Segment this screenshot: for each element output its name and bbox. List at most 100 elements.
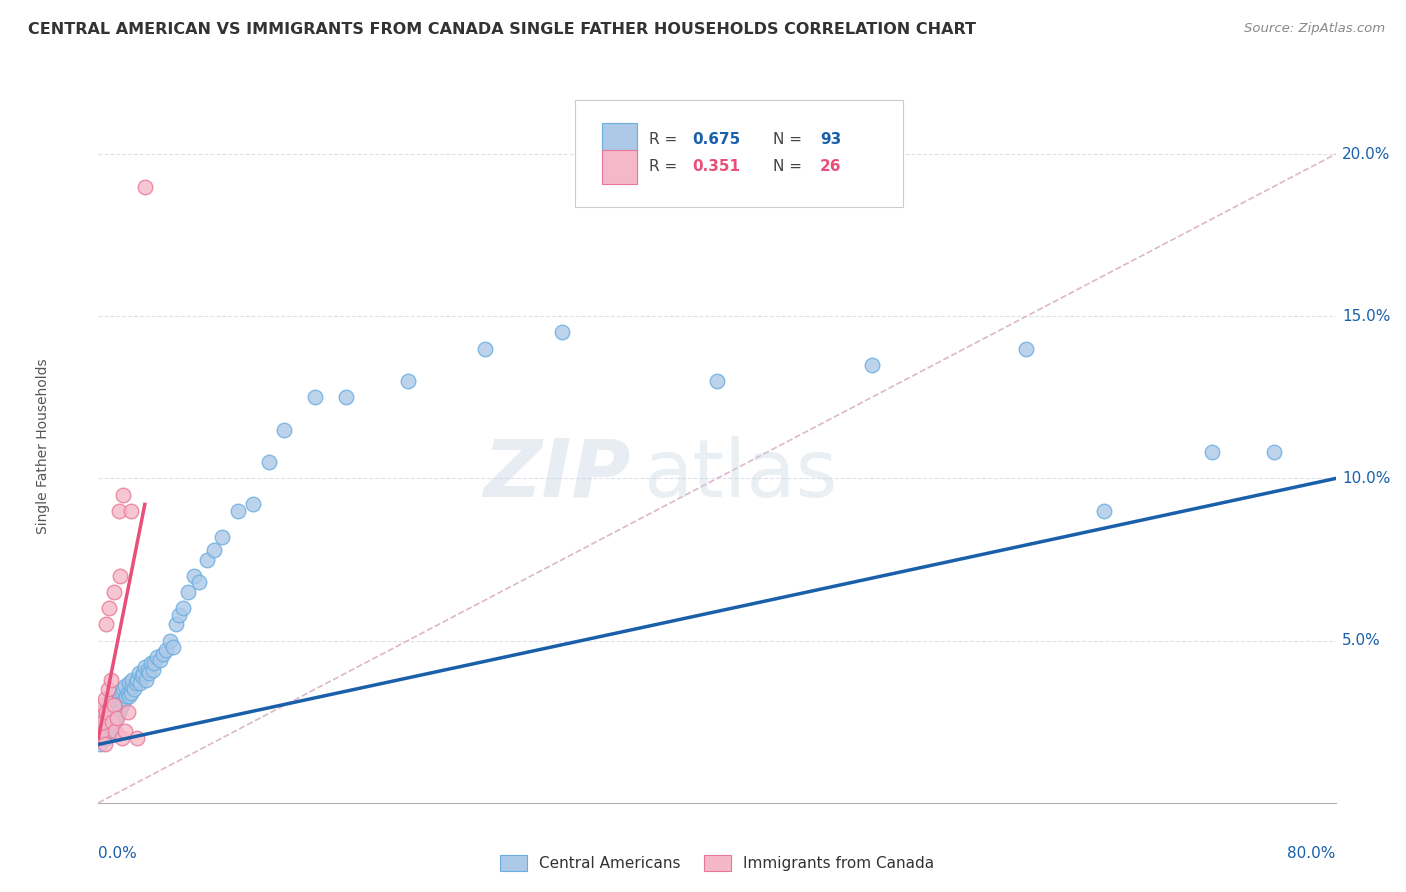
Point (134, 659, 156, 673)
Point (129, 675, 152, 690)
Text: atlas: atlas (643, 435, 837, 514)
Point (98, 601, 121, 615)
Point (127, 731, 149, 745)
Point (101, 705, 124, 719)
Text: 5.0%: 5.0% (1341, 633, 1381, 648)
Point (551, 326, 574, 340)
Point (1092, 504, 1115, 518)
Point (134, 179, 156, 194)
Point (141, 663, 165, 677)
Point (96, 705, 118, 719)
Point (91, 698, 114, 713)
Point (91, 714, 114, 729)
Point (93, 738, 115, 752)
Point (98, 724, 121, 739)
Point (117, 685, 139, 699)
Point (101, 718, 124, 732)
Point (136, 663, 159, 677)
Point (112, 488, 135, 502)
Point (100, 708, 122, 723)
Point (103, 698, 125, 713)
Point (104, 698, 127, 713)
Point (188, 575, 211, 590)
Text: N =: N = (773, 160, 807, 175)
Point (103, 702, 125, 716)
Point (335, 390, 357, 404)
Point (226, 504, 249, 518)
Point (89, 731, 111, 745)
Point (91, 721, 114, 735)
Text: 93: 93 (820, 132, 841, 147)
Point (149, 653, 172, 667)
Point (121, 679, 143, 693)
Point (97, 698, 120, 713)
Text: 10.0%: 10.0% (1341, 471, 1391, 486)
Point (111, 685, 132, 699)
Point (122, 682, 145, 697)
Text: Source: ZipAtlas.com: Source: ZipAtlas.com (1244, 22, 1385, 36)
Point (143, 657, 166, 671)
Point (139, 657, 162, 671)
Point (96, 721, 118, 735)
Point (183, 568, 205, 582)
Point (128, 666, 150, 681)
Point (97, 728, 120, 742)
Point (120, 504, 142, 518)
Point (146, 649, 169, 664)
Point (97, 682, 120, 697)
Point (97, 718, 120, 732)
Point (135, 673, 157, 687)
Point (105, 695, 128, 709)
Point (114, 692, 136, 706)
Text: 0.675: 0.675 (692, 132, 741, 147)
Point (155, 643, 177, 657)
Point (273, 423, 295, 437)
Point (115, 689, 138, 703)
Point (107, 692, 129, 706)
Point (105, 711, 128, 725)
Point (114, 679, 136, 693)
Point (105, 708, 128, 723)
Point (159, 633, 181, 648)
Point (96, 617, 118, 632)
Text: 15.0%: 15.0% (1341, 309, 1391, 324)
FancyBboxPatch shape (575, 100, 903, 207)
Point (108, 689, 131, 703)
Point (90, 731, 112, 745)
Point (100, 673, 122, 687)
Point (124, 675, 146, 690)
Point (257, 455, 280, 469)
Point (474, 342, 496, 356)
Point (114, 724, 136, 739)
Point (195, 552, 218, 566)
Legend: Central Americans, Immigrants from Canada: Central Americans, Immigrants from Canad… (494, 849, 941, 877)
Point (112, 682, 135, 697)
Point (138, 666, 160, 681)
Point (104, 724, 127, 739)
Point (93, 724, 115, 739)
Point (127, 673, 149, 687)
Point (103, 714, 125, 729)
Point (111, 731, 132, 745)
Point (112, 695, 135, 709)
Text: 0.351: 0.351 (692, 160, 741, 175)
Point (89, 738, 111, 752)
Point (96, 731, 118, 745)
Point (172, 601, 194, 615)
Point (103, 689, 125, 703)
Point (90, 724, 112, 739)
Bar (602, 150, 637, 184)
Point (211, 530, 233, 544)
Text: R =: R = (650, 160, 682, 175)
Point (100, 721, 122, 735)
Text: N =: N = (773, 132, 807, 147)
Text: ZIP: ZIP (484, 435, 630, 514)
Point (104, 711, 127, 725)
Point (103, 585, 125, 599)
Text: 26: 26 (820, 160, 841, 175)
Point (93, 692, 115, 706)
Text: 0.0%: 0.0% (98, 846, 138, 861)
Point (101, 692, 124, 706)
Point (121, 673, 143, 687)
Point (97, 708, 120, 723)
